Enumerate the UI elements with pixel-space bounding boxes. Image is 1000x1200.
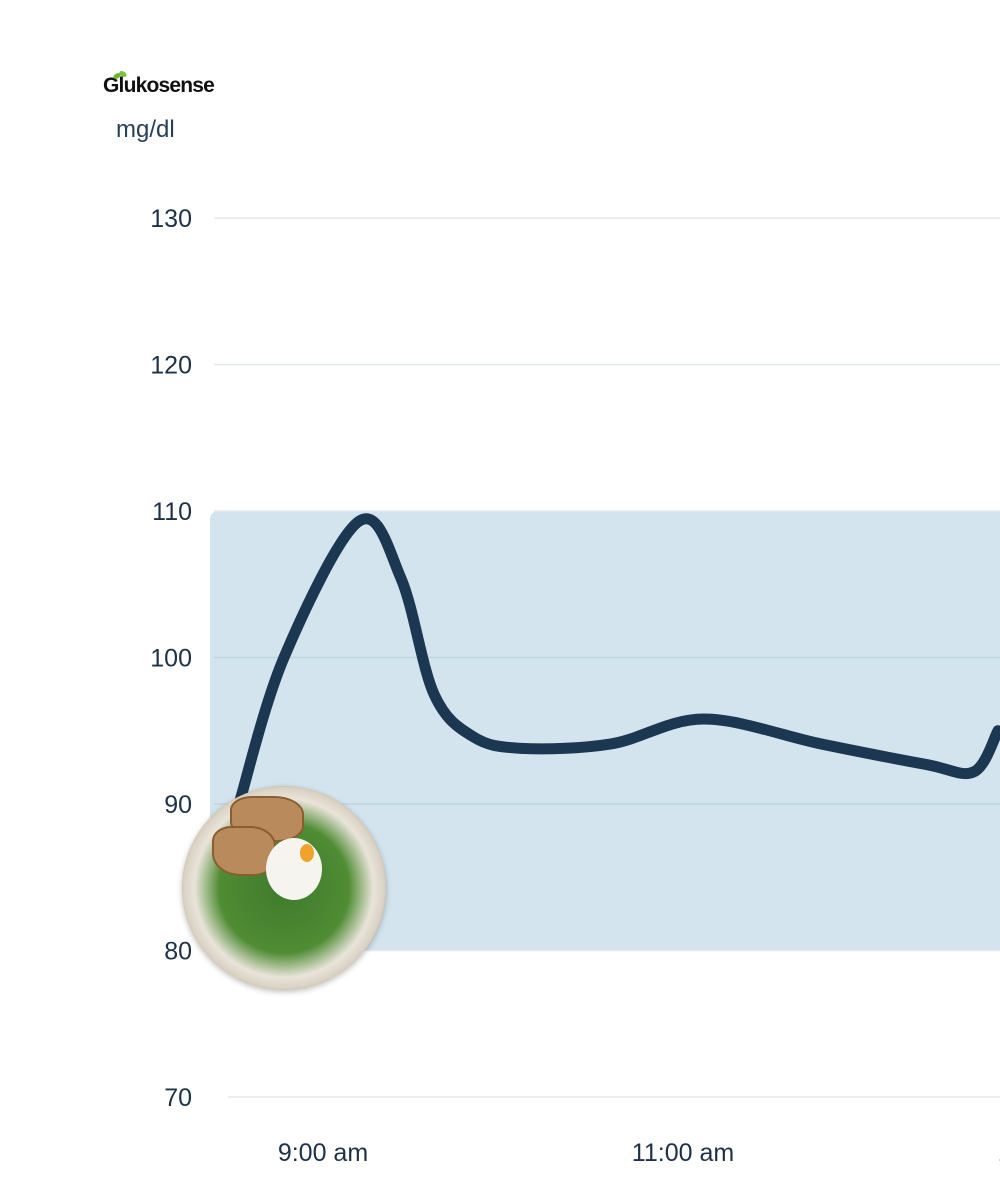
y-tick-label: 100 <box>150 645 192 673</box>
y-tick-label: 120 <box>150 352 192 380</box>
y-tick-label: 80 <box>164 938 192 966</box>
leaf-icon <box>113 71 127 79</box>
y-tick-label: 90 <box>164 791 192 819</box>
y-tick-label: 70 <box>164 1084 192 1112</box>
x-tick-label: 11:00 am <box>632 1139 734 1167</box>
y-axis-unit: mg/dl <box>116 116 175 143</box>
x-tick-label: 9:00 am <box>278 1139 368 1167</box>
glucose-line <box>233 513 1000 810</box>
y-tick-label: 110 <box>152 498 192 526</box>
brand-logo: Glukosense <box>103 74 215 97</box>
target-range-band <box>210 511 1000 951</box>
y-tick-label: 130 <box>150 205 192 233</box>
x-tick-label: 1:00 pm <box>998 1139 1000 1167</box>
meal-image-salad-plate[interactable] <box>182 786 386 990</box>
